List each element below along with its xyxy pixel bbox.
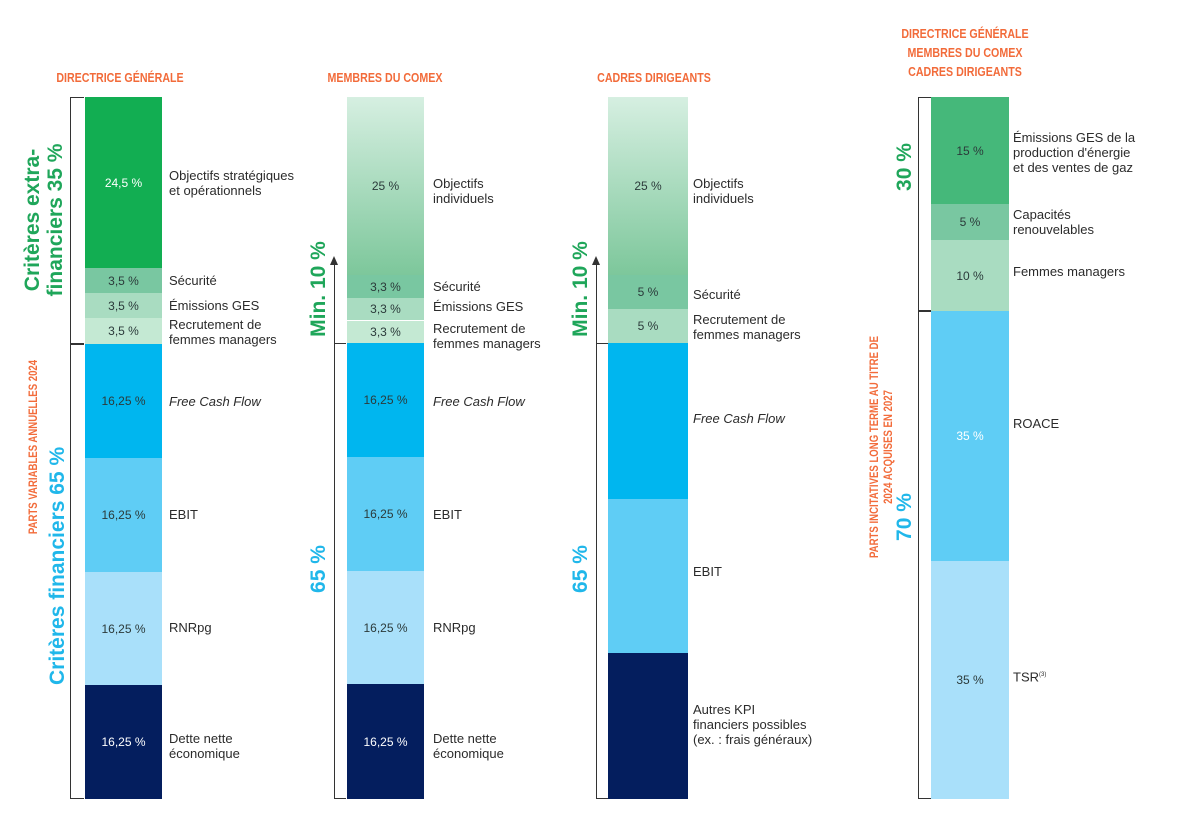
axis-line-c3: [596, 264, 597, 799]
tick-c2-bottom: [334, 798, 346, 799]
label-c1-strategic: Objectifs stratégiques et opérationnels: [169, 168, 295, 198]
bar-c2-segment-individuels: 25 %: [347, 97, 424, 275]
bracket-c4-fin: [918, 311, 932, 799]
bar-c1-segment-fcf: 16,25 %: [85, 344, 162, 458]
bar-c2-segment-rnrpg: 16,25 %: [347, 571, 424, 684]
label-c2-securite: Sécurité: [433, 279, 481, 294]
arrow-up-icon: [330, 256, 338, 265]
label-c3-femmes: Recrutement de femmes managers: [693, 312, 801, 342]
bracket-c4-extra: [918, 97, 932, 311]
group-label-c3-extra: Min. 10 %: [569, 241, 592, 337]
bar-c1-segment-rnrpg: 16,25 %: [85, 572, 162, 685]
label-c1-ges: Émissions GES: [169, 298, 260, 313]
tick-c2-mid: [334, 343, 346, 344]
bar-c2-segment-ges: 3,3 %: [347, 298, 424, 320]
label-c1-fcf: Free Cash Flow: [169, 394, 261, 409]
bar-c1-segment-strategic: 24,5 %: [85, 97, 162, 268]
bar-c1-segment-dette: 16,25 %: [85, 685, 162, 799]
label-c2-ebit: EBIT: [433, 507, 462, 522]
bracket-c1-fin: [70, 344, 84, 799]
tick-c3-mid: [596, 343, 608, 344]
label-c4-roace: ROACE: [1013, 416, 1060, 431]
label-c2-ges: Émissions GES: [433, 299, 524, 314]
label-c2-individuels: Objectifs individuels: [433, 176, 494, 206]
group-label-c2-fin: 65 %: [307, 545, 330, 593]
bar-c3-segment-individuels: 25 %: [608, 97, 688, 275]
column-title-comex: MEMBRES DU COMEX: [327, 70, 443, 85]
group-label-c1-extra: Critères extra-financiers 35 %: [21, 143, 67, 297]
label-c1-securite: Sécurité: [169, 273, 217, 288]
group-label-c4-extra: 30 %: [893, 143, 916, 191]
label-c3-ebit: EBIT: [693, 564, 722, 579]
label-c3-autres: Autres KPI financiers possibles (ex. : fra…: [693, 702, 813, 747]
label-c4-renouvelables: Capacités renouvelables: [1013, 207, 1094, 237]
bar-c4-segment-roace: 35 %: [931, 311, 1009, 561]
label-c1-femmes: Recrutement de femmes managers: [169, 317, 277, 347]
label-c1-rnrpg: RNRpg: [169, 620, 212, 635]
label-c3-fcf: Free Cash Flow: [693, 411, 785, 426]
bar-c3-segment-securite: 5 %: [608, 275, 688, 309]
bar-c3-segment-fcf: [608, 343, 688, 499]
label-c2-femmes: Recrutement de femmes managers: [433, 321, 541, 351]
bar-c2-segment-dette: 16,25 %: [347, 684, 424, 799]
bar-c2-segment-femmes: 3,3 %: [347, 320, 424, 343]
bar-c3-segment-autres: [608, 653, 688, 799]
column-title-directrice: DIRECTRICE GÉNÉRALE: [56, 70, 184, 85]
bar-c4-segment-renouvelables: 5 %: [931, 204, 1009, 240]
column-title-long-term: DIRECTRICE GÉNÉRALE MEMBRES DU COMEX CAD…: [901, 26, 1029, 79]
bar-c1-segment-securite: 3,5 %: [85, 268, 162, 293]
tick-c3-bottom: [596, 798, 608, 799]
label-c4-tsr: TSR(3): [1013, 669, 1047, 685]
bar-c2-segment-ebit: 16,25 %: [347, 457, 424, 571]
bar-c3-segment-ebit: [608, 499, 688, 653]
label-c4-ges: Émissions GES de la production d'énergie e…: [1013, 130, 1136, 175]
label-c4-femmes: Femmes managers: [1013, 264, 1125, 279]
axis-line-c2: [334, 264, 335, 799]
label-c2-fcf: Free Cash Flow: [433, 394, 525, 409]
bar-c2-segment-fcf: 16,25 %: [347, 343, 424, 457]
label-c3-individuels: Objectifs individuels: [693, 176, 754, 206]
bar-c2-segment-securite: 3,3 %: [347, 275, 424, 298]
bar-c1-segment-femmes: 3,5 %: [85, 318, 162, 344]
group-label-c1-fin: Critères financiers 65 %: [46, 446, 69, 685]
bar-c1-segment-ges: 3,5 %: [85, 293, 162, 318]
arrow-up-icon: [592, 256, 600, 265]
footnote-ref: (3): [1039, 672, 1047, 678]
label-c1-dette: Dette nette économique: [169, 731, 240, 761]
bar-c4-segment-femmes: 10 %: [931, 240, 1009, 311]
group-label-c2-extra: Min. 10 %: [307, 241, 330, 337]
side-label-annual: PARTS VARIABLES ANNUELLES 2024: [26, 359, 40, 535]
bar-c4-segment-ges: 15 %: [931, 97, 1009, 204]
label-c2-rnrpg: RNRpg: [433, 620, 476, 635]
label-c2-dette: Dette nette économique: [433, 731, 504, 761]
group-label-c3-fin: 65 %: [569, 545, 592, 593]
bar-c1-segment-ebit: 16,25 %: [85, 458, 162, 572]
label-c3-securite: Sécurité: [693, 287, 741, 302]
bar-c3-segment-femmes: 5 %: [608, 309, 688, 343]
side-label-long-term: PARTS INCITATIVES LONG TERME AU TITRE DE…: [867, 335, 895, 559]
bar-c4-segment-tsr: 35 %: [931, 561, 1009, 799]
column-title-cadres: CADRES DIRIGEANTS: [597, 70, 711, 85]
label-c1-ebit: EBIT: [169, 507, 198, 522]
bracket-c1-extra: [70, 97, 84, 344]
